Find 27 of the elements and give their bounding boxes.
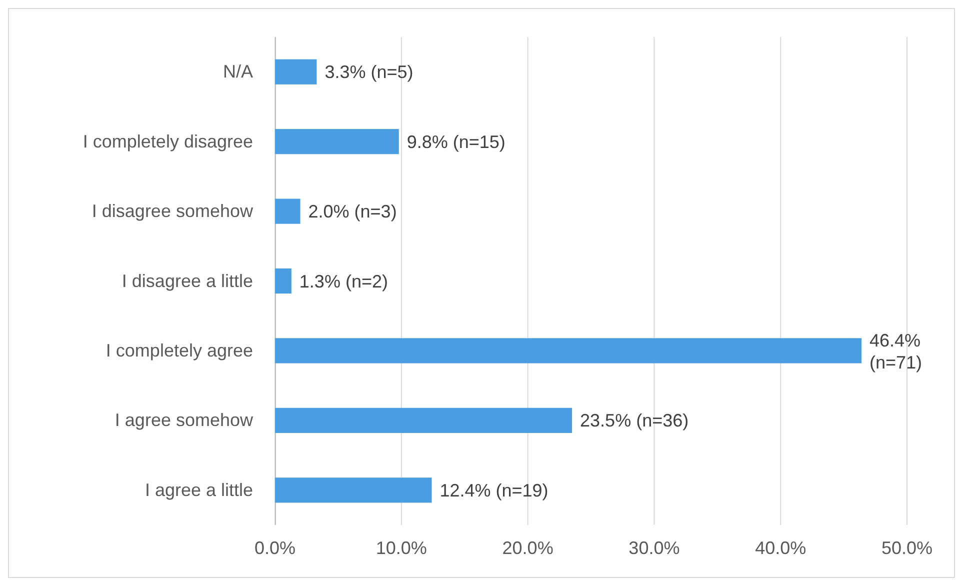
data-label: 23.5% (n=36) bbox=[580, 410, 689, 431]
y-tick-label: I disagree a little bbox=[122, 270, 253, 291]
data-label: 1.3% (n=2) bbox=[299, 271, 388, 292]
y-tick-label: I agree somehow bbox=[114, 410, 254, 430]
bar bbox=[275, 408, 572, 433]
bar bbox=[275, 59, 317, 84]
bar bbox=[275, 478, 432, 503]
x-tick-label: 50.0% bbox=[881, 538, 933, 558]
y-tick-label: I disagree somehow bbox=[92, 201, 254, 222]
x-tick-label: 30.0% bbox=[628, 538, 680, 558]
bar bbox=[275, 268, 292, 294]
y-tick-label: I completely agree bbox=[106, 340, 253, 360]
x-tick-label: 20.0% bbox=[502, 538, 554, 558]
y-tick-label: N/A bbox=[222, 62, 253, 82]
data-label: 2.0% (n=3) bbox=[308, 202, 397, 222]
data-label: 12.4% (n=19) bbox=[440, 480, 548, 500]
data-label: 3.3% (n=5) bbox=[324, 62, 414, 82]
x-tick-label: 0.0% bbox=[254, 538, 296, 558]
y-tick-label: I completely disagree bbox=[82, 131, 253, 152]
bar bbox=[275, 338, 862, 364]
data-label: 9.8% (n=15) bbox=[406, 132, 506, 152]
x-tick-label: 40.0% bbox=[755, 538, 806, 558]
y-tick-label: I agree a little bbox=[144, 480, 253, 500]
bar bbox=[275, 129, 399, 154]
x-tick-label: 10.0% bbox=[376, 538, 427, 558]
bar bbox=[275, 198, 300, 224]
data-label: 46.4% (n=71) bbox=[869, 330, 922, 372]
